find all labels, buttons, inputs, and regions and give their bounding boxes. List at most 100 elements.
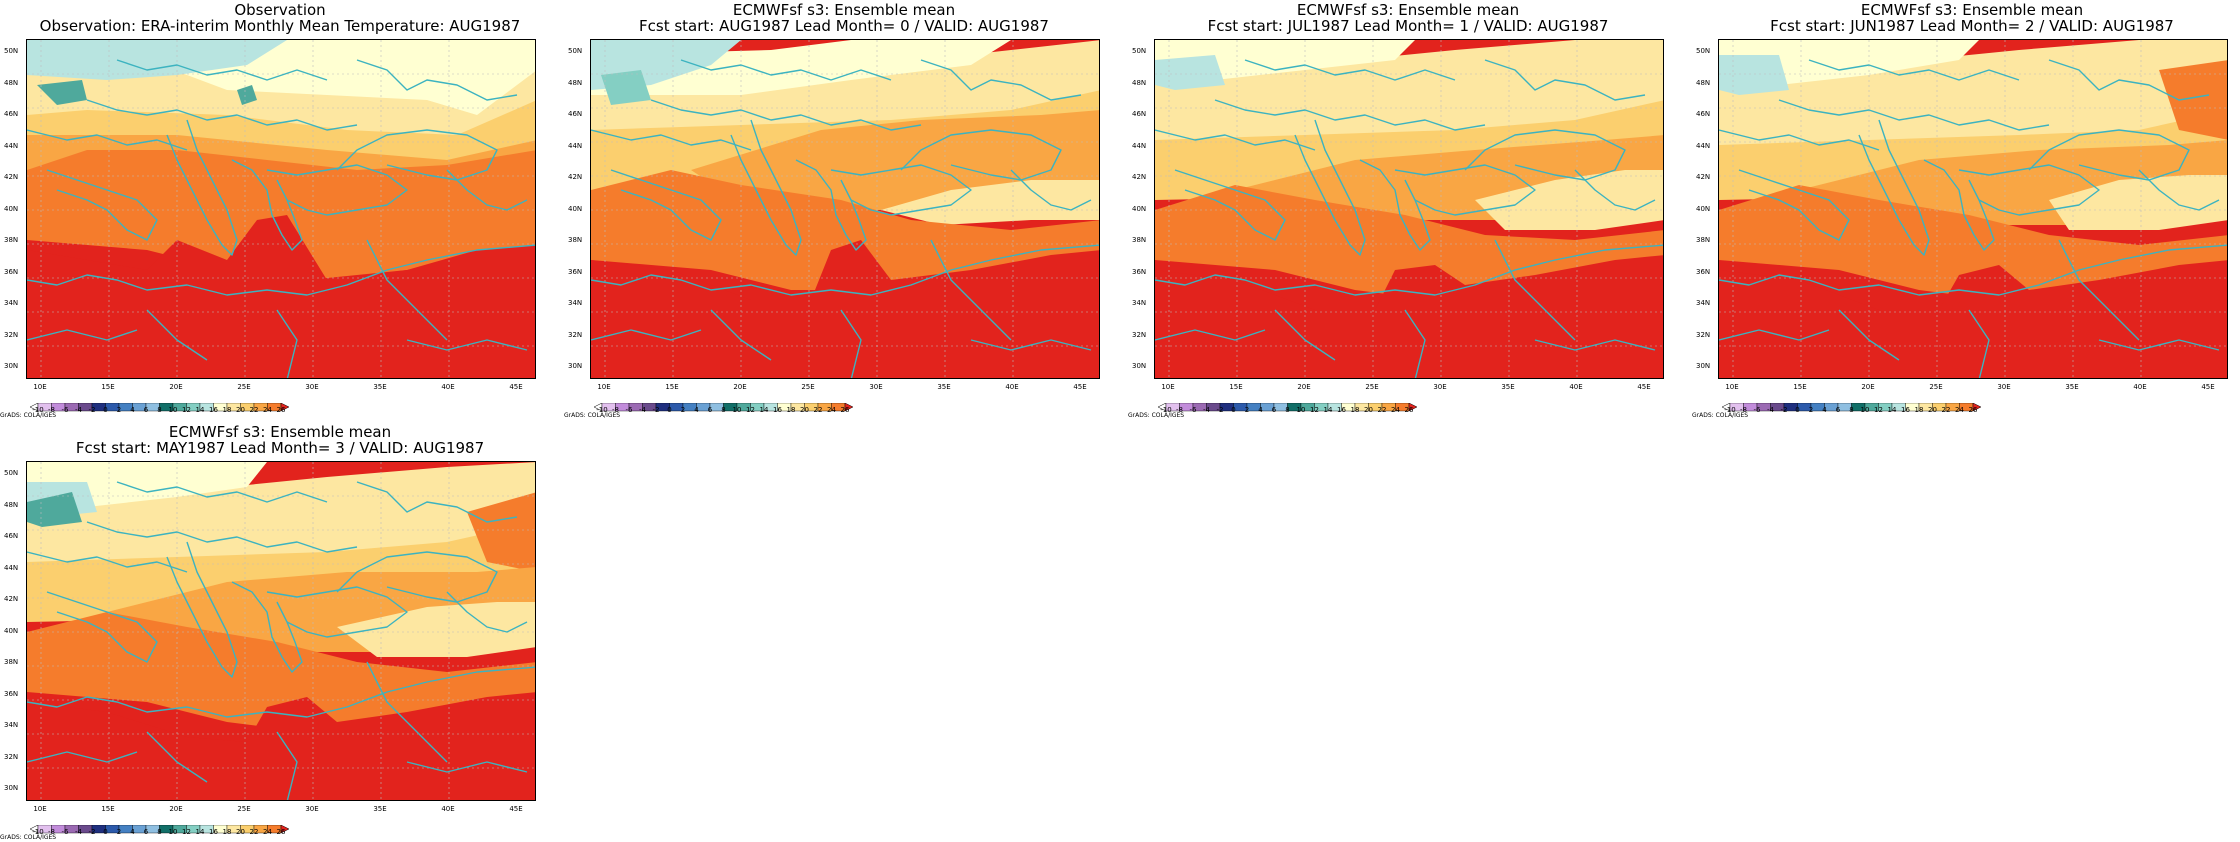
grads-credit: GrADS: COLA/IGES xyxy=(1692,412,1749,419)
colorbar-tick-label: 14 xyxy=(195,828,205,836)
latitude-tick-label: 44N xyxy=(568,141,583,150)
coastline xyxy=(2048,59,2210,101)
coastline xyxy=(2098,339,2220,351)
temperature-map xyxy=(26,39,536,379)
colorbar-tick-label: -10 xyxy=(32,406,44,414)
colorbar-tick-label: 16 xyxy=(209,406,218,414)
colorbar-tick-label: 6 xyxy=(707,406,713,414)
longitude-tick-label: 10E xyxy=(33,383,47,391)
colorbar-tick-label: 10 xyxy=(168,406,178,414)
colorbar-tick-label: 14 xyxy=(759,406,769,414)
contour-region xyxy=(2049,175,2227,230)
colorbar-tick-label: -6 xyxy=(1753,406,1761,414)
coastline xyxy=(446,169,528,211)
coastline xyxy=(27,244,535,296)
longitude-tick-label: 15E xyxy=(665,383,679,391)
coastline xyxy=(86,99,358,131)
coastline xyxy=(27,551,188,573)
colorbar-tick-label: 26 xyxy=(1404,406,1414,414)
coastline xyxy=(1719,129,1880,151)
coastline xyxy=(1294,119,1366,256)
longitude-tick-label: 40E xyxy=(2133,383,2147,391)
longitude-tick-label: 30E xyxy=(305,383,319,391)
colorbar-tick-label: 0 xyxy=(103,406,108,414)
colorbar-tick-label: -8 xyxy=(1740,406,1747,414)
coastline xyxy=(1484,59,1646,101)
contour-region xyxy=(1155,185,1663,300)
latitude-tick-label: 38N xyxy=(1132,236,1147,244)
temperature-contour-svg xyxy=(1155,40,1663,378)
colorbar-tick-label: -2 xyxy=(1780,406,1788,414)
coastline xyxy=(1404,309,1426,378)
coastline xyxy=(591,129,752,151)
longitude-tick-label: 30E xyxy=(869,383,883,391)
longitude-tick-label: 40E xyxy=(1005,383,1019,391)
colorbar-tick-label: 10 xyxy=(168,828,178,836)
colorbar: -10 -8 -6 -4 -2 0 2 4 6 8 10 12 14 16 18 20 22 24 26 xyxy=(593,397,880,416)
longitude-tick-label: 15E xyxy=(1793,383,1807,391)
colorbar-tick-label: 12 xyxy=(1874,406,1883,414)
longitude-tick-label: 10E xyxy=(1161,383,1175,391)
colorbar-tick-label: 6 xyxy=(1271,406,1277,414)
panel-subtitle: Fcst start: MAY1987 Lead Month= 3 / VALI… xyxy=(75,439,485,457)
panel-subtitle: Observation: ERA-interim Monthly Mean Te… xyxy=(39,17,521,35)
colorbar-tick-label: 2 xyxy=(116,406,122,414)
colorbar-max-arrow xyxy=(1408,402,1418,412)
latitude-tick-label: 36N xyxy=(4,267,19,276)
latitude-tick-label: 34N xyxy=(4,299,19,307)
colorbar-tick-label: 6 xyxy=(1835,406,1841,414)
longitude-tick-label: 20E xyxy=(1297,383,1311,391)
coastline xyxy=(1719,329,1830,341)
colorbar-tick-label: -10 xyxy=(1724,406,1736,414)
longitude-tick-label: 35E xyxy=(937,383,951,391)
latitude-tick-label: 30N xyxy=(1696,362,1711,370)
colorbar-tick-label: 0 xyxy=(103,828,108,836)
latitude-tick-label: 32N xyxy=(1696,330,1711,339)
coastline xyxy=(146,309,208,361)
panel-title: ECMWFsf s3: Ensemble mean xyxy=(168,423,392,441)
latitude-tick-label: 42N xyxy=(1132,173,1147,181)
panel-subtitle: Fcst start: AUG1987 Lead Month= 0 / VALI… xyxy=(639,17,1049,35)
coastline xyxy=(276,309,298,378)
coastline xyxy=(46,169,158,241)
latitude-tick-label: 44N xyxy=(4,563,19,572)
colorbar-tick-label: 10 xyxy=(1860,406,1870,414)
colorbar-tick-label: 26 xyxy=(1968,406,1978,414)
coastline xyxy=(266,164,408,216)
coastline xyxy=(336,551,498,603)
contour-region xyxy=(27,612,535,732)
latitude-tick-label: 40N xyxy=(1696,204,1711,213)
latitude-tick-label: 50N xyxy=(4,47,19,55)
colorbar-tick-label: -4 xyxy=(1767,406,1774,414)
contour-region xyxy=(591,170,1099,290)
colorbar-tick-label: 4 xyxy=(1822,406,1827,414)
coastline xyxy=(1464,129,1626,181)
longitude-tick-label: 40E xyxy=(1569,383,1583,391)
panel-title: ECMWFsf s3: Ensemble mean xyxy=(1860,1,2084,19)
colorbar-tick-label: 20 xyxy=(236,406,245,414)
coastline xyxy=(231,581,303,673)
longitude-tick-label: 35E xyxy=(2065,383,2079,391)
latitude-tick-label: 38N xyxy=(4,236,19,244)
latitude-tick-label: 46N xyxy=(568,110,583,118)
coastline xyxy=(146,731,208,783)
colorbar-tick-label: -8 xyxy=(48,406,55,414)
colorbar-tick-label: -10 xyxy=(1160,406,1172,414)
contour-region xyxy=(27,215,535,378)
coastline xyxy=(680,59,892,81)
colorbar-max-arrow xyxy=(1972,402,1982,412)
longitude-tick-label: 15E xyxy=(101,383,115,391)
colorbar-max-arrow xyxy=(280,824,290,834)
coastline xyxy=(2028,129,2190,181)
coastline xyxy=(1155,329,1266,341)
map-panel-lead-0: ECMWFsf s3: Ensemble mean Fcst start: AU… xyxy=(564,0,1124,420)
latitude-tick-label: 36N xyxy=(568,267,583,276)
colorbar-tick-label: 18 xyxy=(222,406,232,414)
longitude-tick-label: 10E xyxy=(33,805,47,813)
coastline xyxy=(710,309,772,361)
coastline xyxy=(1010,169,1092,211)
colorbar-tick-label: 6 xyxy=(143,828,149,836)
colorbar-tick-label: 18 xyxy=(786,406,796,414)
colorbar-tick-label: 12 xyxy=(1310,406,1319,414)
colorbar-tick-label: 8 xyxy=(157,828,162,836)
